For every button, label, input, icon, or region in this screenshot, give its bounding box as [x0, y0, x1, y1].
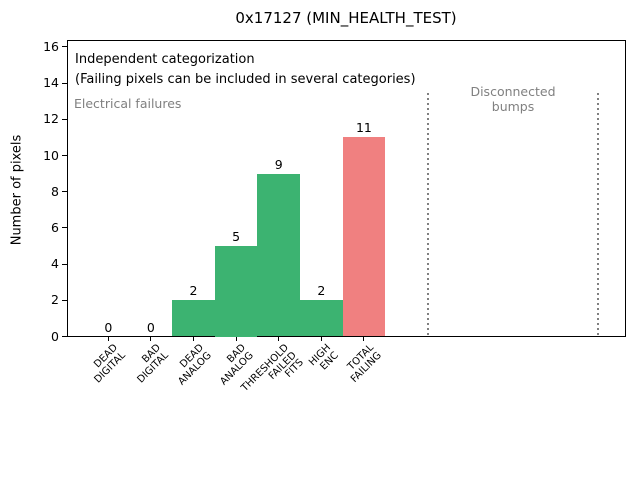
- y-tick-label: 14: [43, 75, 59, 91]
- annotation-failing-note: (Failing pixels can be included in sever…: [75, 72, 416, 87]
- x-tick-mark: [150, 337, 152, 341]
- y-tick-label: 16: [43, 38, 59, 54]
- y-tick-mark: [62, 263, 67, 265]
- bar-value-label: 0: [146, 319, 155, 335]
- bar-value-label: 2: [189, 283, 198, 299]
- y-tick-mark: [62, 155, 67, 156]
- y-tick-label: 0: [51, 328, 59, 344]
- y-tick-mark: [62, 227, 67, 229]
- y-tick-label: 12: [43, 111, 59, 127]
- bar-value-label: 5: [232, 229, 241, 244]
- y-tick-mark: [62, 191, 67, 193]
- x-tick-mark: [235, 337, 237, 341]
- bar: [214, 246, 258, 337]
- annotation-independent-categorization: Independent categorization: [75, 52, 255, 67]
- y-tick-mark: [62, 299, 67, 301]
- y-tick-mark: [62, 82, 67, 84]
- bar: [257, 173, 300, 337]
- y-tick-label: 6: [51, 219, 59, 235]
- x-tick-mark: [107, 337, 109, 341]
- x-tick-mark: [363, 337, 365, 341]
- x-tick-mark: [278, 337, 280, 341]
- bar-value-label: 9: [274, 156, 283, 172]
- dotted-vline: [597, 93, 600, 336]
- annotation-electrical-failures: Electrical failures: [74, 96, 182, 111]
- bar: [300, 300, 343, 337]
- dotted-vline: [426, 93, 429, 336]
- y-tick-label: 10: [43, 147, 59, 163]
- y-tick-label: 4: [51, 256, 59, 272]
- y-tick-mark: [62, 118, 67, 120]
- x-tick-mark: [193, 337, 194, 341]
- y-axis-label: Number of pixels: [9, 134, 25, 246]
- bar-value-label: 0: [104, 319, 113, 335]
- bar-value-label: 2: [317, 283, 326, 299]
- chart-title: 0x17127 (MIN_HEALTH_TEST): [235, 9, 457, 27]
- y-tick-label: 2: [51, 292, 59, 308]
- y-tick-mark: [62, 46, 67, 48]
- y-tick-mark: [62, 336, 67, 337]
- bar: [342, 137, 386, 337]
- x-tick-mark: [320, 337, 322, 341]
- bar-value-label: 11: [355, 120, 372, 136]
- annotation-disconnected-bumps: Disconnected bumps: [470, 84, 556, 114]
- y-tick-label: 8: [51, 183, 59, 199]
- plot-area: [67, 40, 626, 337]
- bar: [172, 300, 215, 337]
